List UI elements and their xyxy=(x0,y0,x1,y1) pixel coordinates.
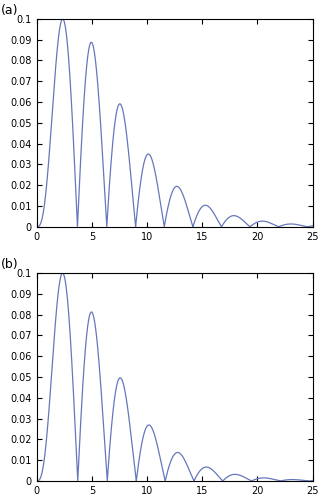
Text: (b): (b) xyxy=(1,258,18,271)
Text: (a): (a) xyxy=(1,4,18,17)
